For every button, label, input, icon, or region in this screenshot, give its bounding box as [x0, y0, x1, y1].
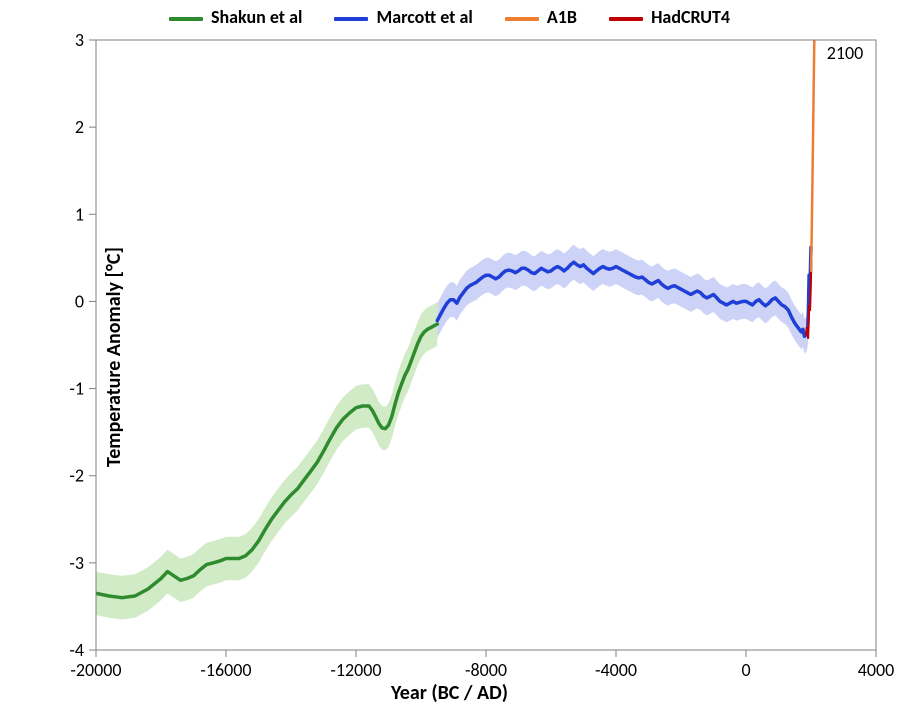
- legend-item-marcott: Marcott et al: [334, 6, 476, 28]
- x-tick-label: -16000: [200, 659, 251, 681]
- chart-container: Shakun et al Marcott et al A1B HadCRUT4 …: [0, 0, 899, 713]
- x-axis-label: Year (BC / AD): [0, 681, 899, 705]
- y-tick-label: 2: [75, 116, 84, 138]
- x-tick-label: -4000: [595, 659, 637, 681]
- y-tick-label: -2: [69, 465, 84, 487]
- legend-label: HadCRUT4: [651, 6, 730, 28]
- y-tick-label: 0: [75, 290, 84, 312]
- legend-item-a1b: A1B: [505, 6, 581, 28]
- x-tick-label: -20000: [70, 659, 121, 681]
- x-tick-label: 0: [741, 659, 750, 681]
- legend-swatch: [169, 17, 203, 21]
- legend-label: A1B: [547, 6, 577, 28]
- x-tick-label: 4000: [858, 659, 895, 681]
- chart-plot-area: -20000 -16000 -12000 -8000 -4000 0 4000 -4 -3 -2 -…: [0, 0, 899, 713]
- legend-label: Shakun et al: [211, 6, 302, 28]
- legend-label: Marcott et al: [376, 6, 472, 28]
- y-tick-label: 3: [75, 29, 84, 51]
- legend-swatch: [609, 17, 643, 21]
- legend-swatch: [334, 17, 368, 21]
- x-tick-label: -12000: [330, 659, 381, 681]
- legend-item-shakun: Shakun et al: [169, 6, 307, 28]
- annotation-2100: 2100: [827, 42, 864, 64]
- legend-item-hadcrut4: HadCRUT4: [609, 6, 730, 28]
- y-tick-label: -3: [69, 552, 84, 574]
- y-tick-label: -4: [69, 639, 84, 661]
- y-tick-label: -1: [69, 378, 84, 400]
- y-axis-label: Temperature Anomaly [°C]: [102, 247, 126, 467]
- y-tick-label: 1: [75, 203, 84, 225]
- x-tick-label: -8000: [465, 659, 507, 681]
- legend: Shakun et al Marcott et al A1B HadCRUT4: [0, 6, 899, 28]
- legend-swatch: [505, 17, 539, 21]
